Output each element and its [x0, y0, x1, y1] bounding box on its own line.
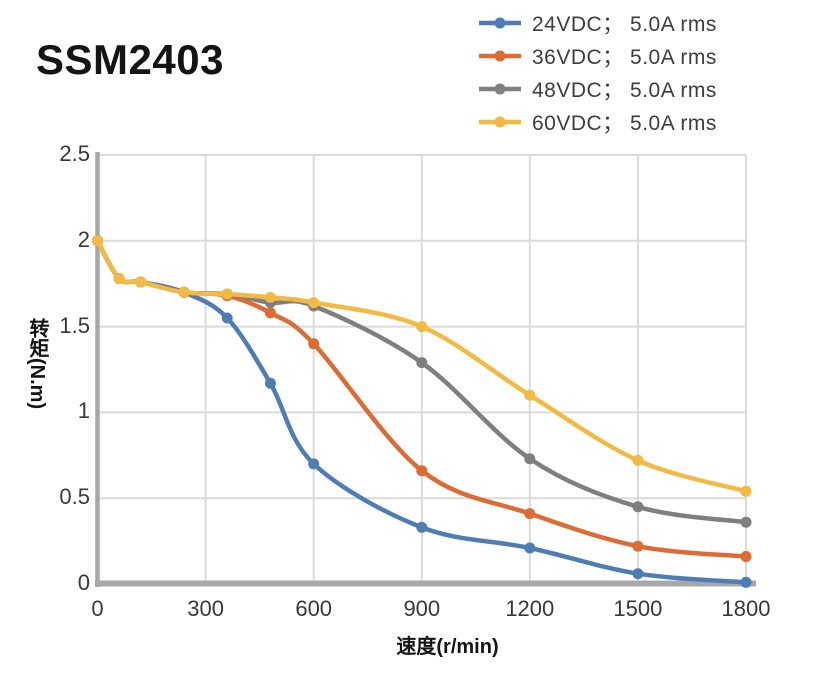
page-title: SSM2403 [36, 36, 224, 83]
x-tick-label: 900 [403, 596, 441, 621]
x-tick-label: 0 [91, 596, 104, 621]
legend-item-48vdc: 48VDC； 5.0A rms [477, 72, 717, 105]
legend-item-36vdc: 36VDC； 5.0A rms [477, 39, 717, 72]
x-tick-label: 1800 [721, 596, 771, 621]
x-axis-title: 速度(r/min) [396, 636, 499, 658]
legend-line-dot-icon [479, 116, 521, 127]
y-tick-label: 2.5 [59, 140, 90, 166]
y-tick-label: 2 [77, 226, 90, 252]
legend-label: 48VDC； 5.0A rms [532, 78, 717, 102]
y-tick-label: 1 [77, 398, 90, 424]
legend-label: 24VDC； 5.0A rms [532, 12, 717, 36]
y-axis-title: 转矩(N.m) [26, 318, 48, 410]
y-tick-label: 1.5 [59, 312, 90, 338]
legend-line-dot-icon [479, 50, 521, 61]
legend-line-dot-icon [479, 17, 521, 28]
legend-item-60vdc: 60VDC； 5.0A rms [477, 105, 717, 138]
legend-line-dot-icon [479, 83, 521, 94]
x-tick-label: 1200 [505, 596, 555, 621]
y-tick-label: 0 [77, 569, 90, 595]
legend-label: 36VDC； 5.0A rms [532, 45, 717, 69]
chart-legend: 24VDC； 5.0A rms 36VDC； 5.0A rms 48VDC； 5… [477, 6, 717, 138]
x-tick-label: 300 [187, 596, 224, 621]
legend-label: 60VDC； 5.0A rms [532, 111, 717, 135]
legend-item-24vdc: 24VDC； 5.0A rms [477, 6, 717, 39]
x-tick-label: 600 [295, 596, 333, 621]
x-tick-label: 1500 [613, 596, 663, 621]
y-tick-label: 0.5 [59, 484, 90, 510]
